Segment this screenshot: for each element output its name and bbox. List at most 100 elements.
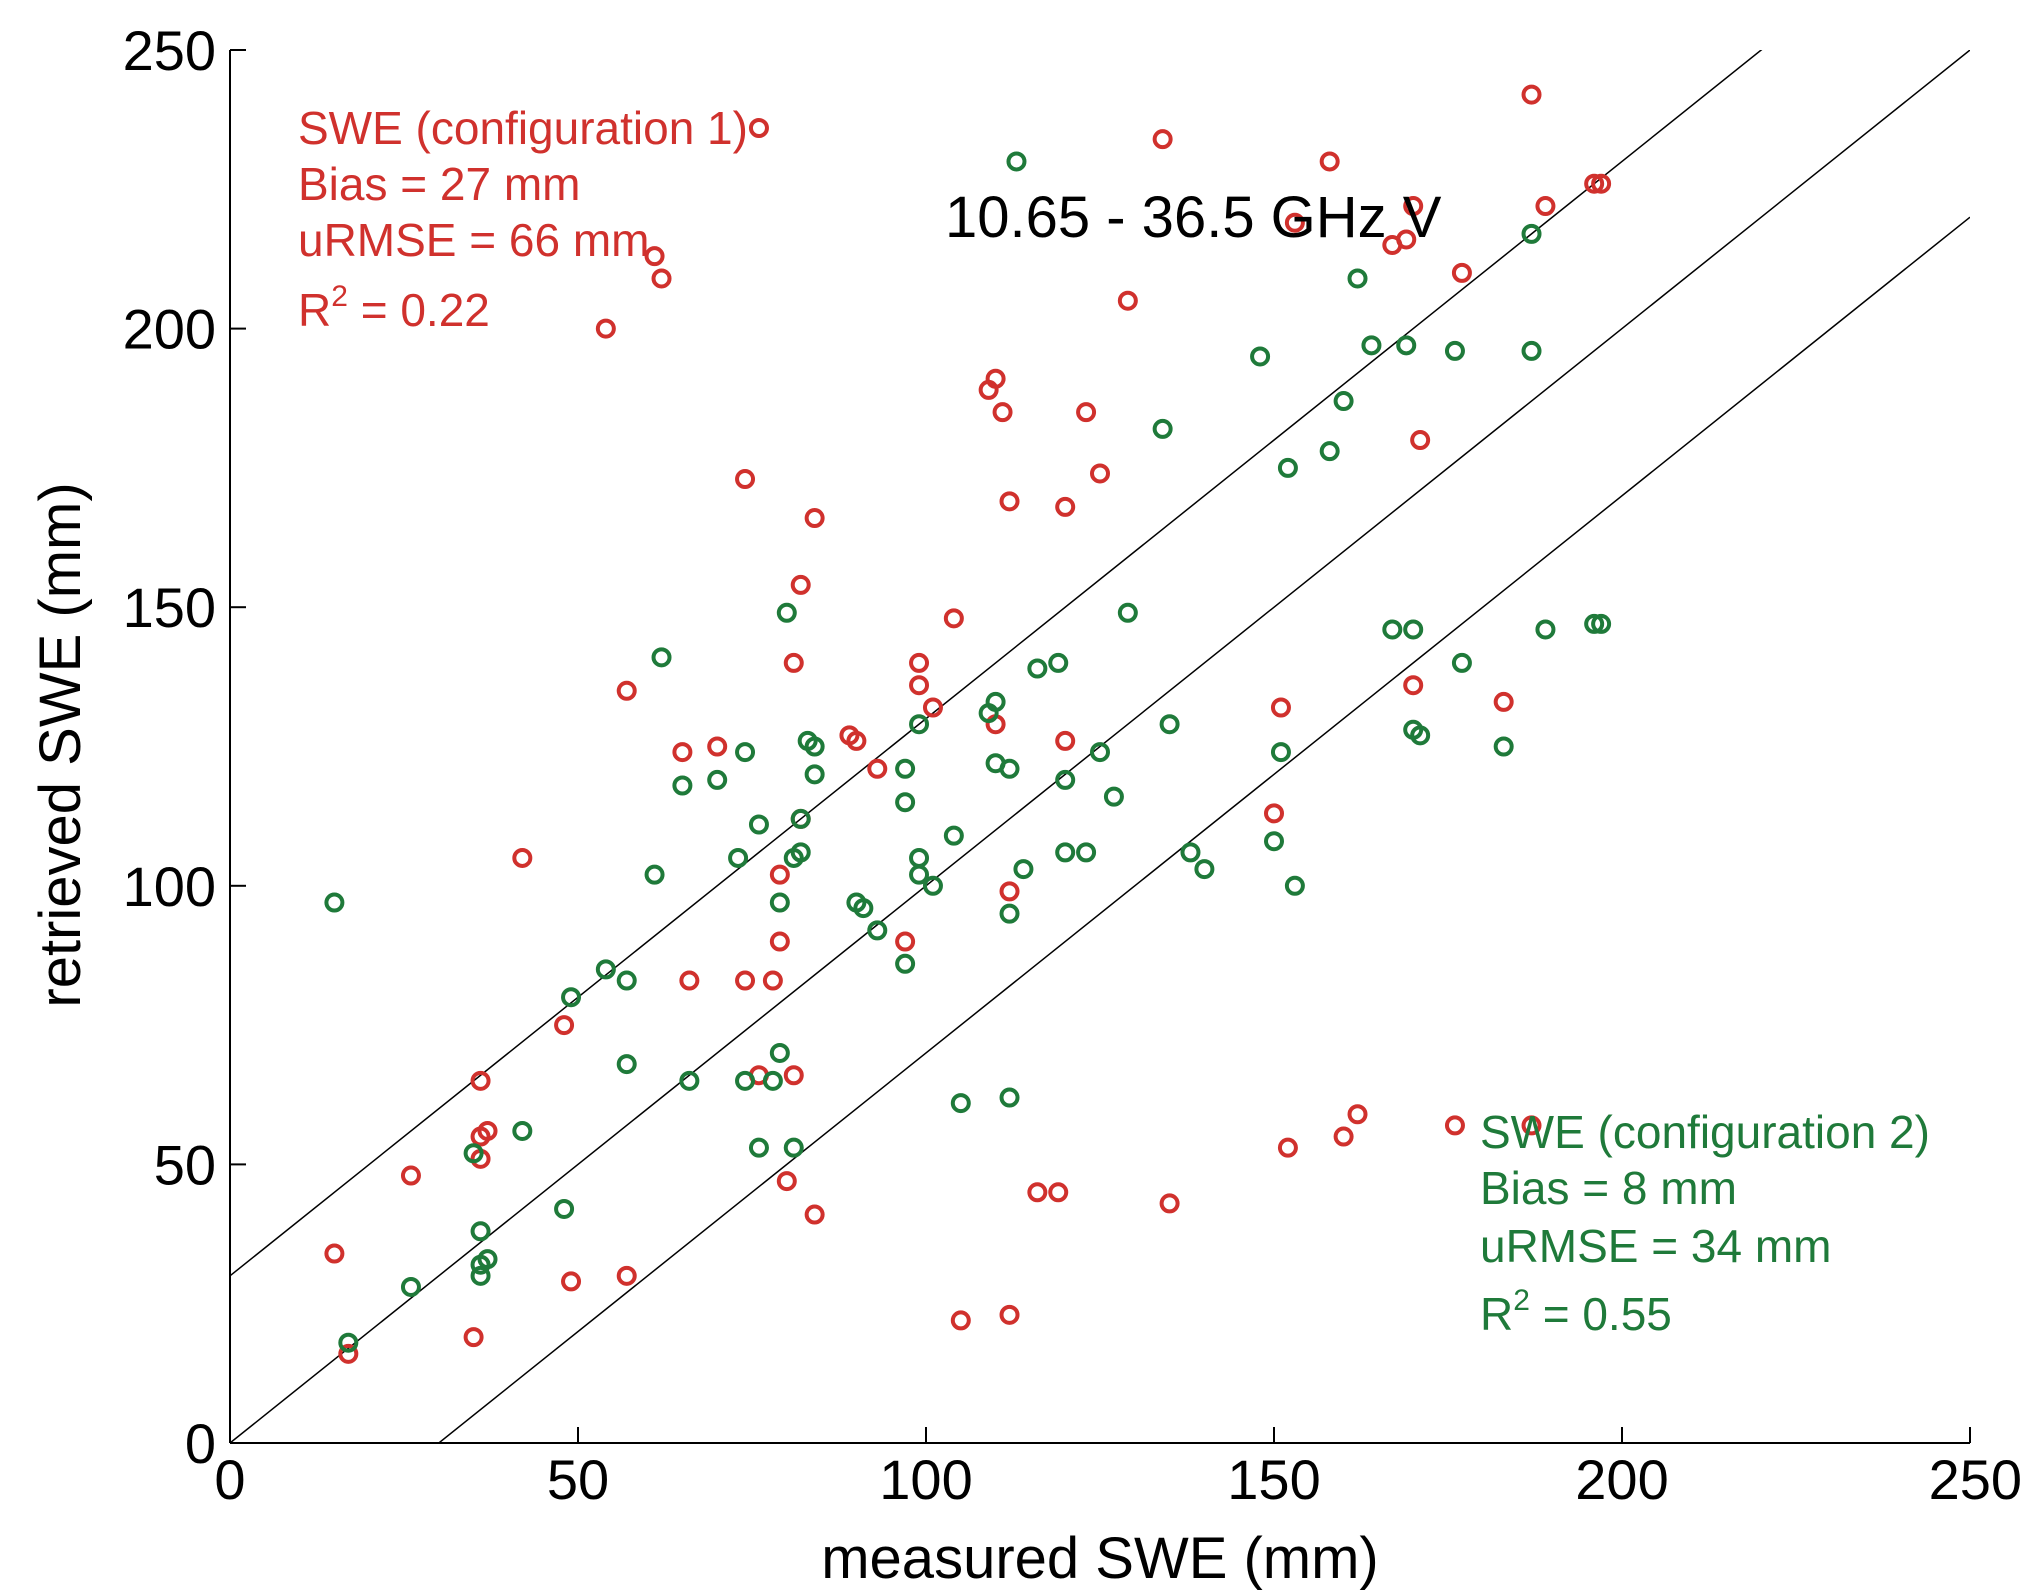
y-tick-label-5: 250 xyxy=(123,19,216,82)
point-config-1-42 xyxy=(985,368,1006,389)
point-config-2-58 xyxy=(1055,842,1076,863)
point-config-1-8 xyxy=(616,680,637,701)
point-config-1-21 xyxy=(561,1271,582,1292)
point-config-1-77 xyxy=(1591,173,1612,194)
point-config-2-11 xyxy=(595,959,616,980)
y-tick-label-0: 0 xyxy=(185,1412,216,1475)
point-config-2-0 xyxy=(324,892,345,913)
reference-line-0 xyxy=(230,50,1970,1443)
point-config-2-74 xyxy=(1347,268,1368,289)
point-config-1-26 xyxy=(769,931,790,952)
point-config-1-30 xyxy=(776,1171,797,1192)
y-tick-label-1: 50 xyxy=(154,1133,216,1196)
legend-config-1-name: SWE (configuration 1) xyxy=(298,102,748,154)
point-config-1-46 xyxy=(999,881,1020,902)
point-config-2-3 xyxy=(463,1143,484,1164)
point-config-1-25 xyxy=(762,970,783,991)
point-config-2-83 xyxy=(1493,736,1514,757)
point-config-1-64 xyxy=(1347,1104,1368,1125)
point-config-1-59 xyxy=(1264,803,1284,824)
point-config-2-59 xyxy=(1076,842,1097,863)
point-config-2-12 xyxy=(616,970,637,991)
point-config-2-53 xyxy=(1006,151,1027,172)
point-config-2-46 xyxy=(950,1093,971,1114)
point-config-1-53 xyxy=(1159,1193,1180,1214)
point-config-1-71 xyxy=(1451,262,1472,283)
point-config-1-62 xyxy=(1319,151,1340,172)
point-config-1-0 xyxy=(748,118,769,139)
point-config-2-63 xyxy=(1152,418,1173,439)
reference-line-1 xyxy=(230,50,1763,1277)
point-config-2-26 xyxy=(769,892,790,913)
point-config-1-7 xyxy=(783,652,804,673)
point-config-1-68 xyxy=(1403,675,1424,696)
point-config-2-48 xyxy=(985,691,1006,712)
point-config-1-29 xyxy=(783,1065,804,1086)
point-config-1-56 xyxy=(950,1310,971,1331)
point-config-1-27 xyxy=(769,864,790,885)
point-config-2-66 xyxy=(1194,859,1215,880)
point-config-2-80 xyxy=(1410,725,1431,746)
point-config-2-77 xyxy=(1396,335,1417,356)
x-tick-label-3: 150 xyxy=(1227,1448,1320,1511)
point-config-1-74 xyxy=(1521,1115,1542,1136)
point-config-1-60 xyxy=(1277,1137,1298,1158)
point-config-1-31 xyxy=(804,1204,825,1225)
point-config-1-70 xyxy=(1444,1115,1465,1136)
point-config-1-9 xyxy=(672,742,693,763)
point-config-2-76 xyxy=(1382,619,1403,640)
point-config-2-41 xyxy=(909,847,930,868)
point-config-2-85 xyxy=(1521,223,1542,244)
point-config-2-27 xyxy=(776,602,797,623)
point-config-2-45 xyxy=(943,825,964,846)
point-config-2-21 xyxy=(735,1070,756,1091)
point-config-1-11 xyxy=(512,847,533,868)
point-config-1-24 xyxy=(735,970,756,991)
point-config-2-14 xyxy=(644,864,665,885)
x-axis-label: measured SWE (mm) xyxy=(821,1526,1379,1591)
point-config-2-61 xyxy=(1103,786,1124,807)
point-config-2-17 xyxy=(679,1070,700,1091)
point-config-2-6 xyxy=(470,1265,491,1286)
point-config-2-34 xyxy=(804,764,825,785)
point-config-1-13 xyxy=(470,1070,491,1091)
point-config-2-62 xyxy=(1117,602,1138,623)
y-tick-label-2: 100 xyxy=(123,855,216,918)
point-config-2-69 xyxy=(1270,742,1291,763)
point-config-2-31 xyxy=(790,808,811,829)
point-config-2-70 xyxy=(1277,457,1298,478)
legend-config-2-name: SWE (configuration 2) xyxy=(1480,1106,1930,1158)
point-config-2-88 xyxy=(1591,613,1612,634)
point-config-2-56 xyxy=(1048,652,1069,673)
legend-config-2: SWE (configuration 2) Bias = 8 mm uRMSE … xyxy=(1480,1106,1930,1340)
point-config-1-55 xyxy=(1048,1182,1069,1203)
point-config-1-57 xyxy=(999,1304,1020,1325)
point-config-1-12 xyxy=(554,1015,575,1036)
chart-title: 10.65 - 36.5 GHz V xyxy=(945,185,1442,250)
point-config-2-13 xyxy=(616,1054,637,1075)
point-config-2-39 xyxy=(895,792,916,813)
point-config-1-10 xyxy=(707,736,728,757)
point-config-2-64 xyxy=(1159,714,1180,735)
point-config-1-3 xyxy=(595,318,616,339)
legend-config-1-urmse: uRMSE = 66 mm xyxy=(298,214,650,266)
x-tick-label-0: 0 xyxy=(214,1448,245,1511)
point-config-2-60 xyxy=(1090,742,1110,763)
point-config-2-82 xyxy=(1451,652,1472,673)
point-config-1-4 xyxy=(735,469,756,490)
point-config-1-58 xyxy=(1270,697,1291,718)
point-config-1-49 xyxy=(1076,402,1097,423)
point-config-2-30 xyxy=(790,842,811,863)
point-config-1-38 xyxy=(909,675,930,696)
legend-config-1-r2: R2 = 0.22 xyxy=(298,280,490,336)
x-tick-label-2: 100 xyxy=(879,1448,972,1511)
point-config-1-44 xyxy=(999,491,1020,512)
legend-config-2-urmse: uRMSE = 34 mm xyxy=(1480,1220,1832,1272)
data-points xyxy=(324,84,1612,1364)
point-config-1-50 xyxy=(1090,463,1110,484)
point-config-2-71 xyxy=(1284,875,1305,896)
legend-config-2-r2: R2 = 0.55 xyxy=(1480,1284,1672,1340)
point-config-1-5 xyxy=(804,508,825,529)
point-config-1-47 xyxy=(1055,496,1076,517)
point-config-1-75 xyxy=(1535,196,1556,217)
